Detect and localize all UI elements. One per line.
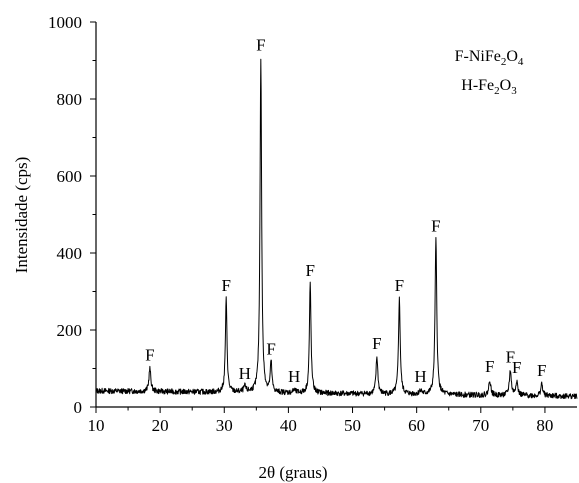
peak-label-f: F <box>431 217 440 236</box>
y-tick-label: 400 <box>57 244 83 263</box>
legend: F-NiFe2O4 H-Fe2O3 <box>455 48 524 97</box>
peak-label-f: F <box>221 276 230 295</box>
peak-label-h: H <box>239 364 251 383</box>
x-tick-label: 40 <box>280 416 297 435</box>
x-tick-label: 70 <box>472 416 489 435</box>
y-tick-label: 200 <box>57 321 83 340</box>
peak-label-f: F <box>256 36 265 55</box>
peak-label-f: F <box>145 346 154 365</box>
y-axis-label: Intensidade (cps) <box>12 157 31 274</box>
x-axis-label: 2θ (graus) <box>258 463 327 482</box>
peak-label-h: H <box>288 367 300 386</box>
peak-label-f: F <box>305 261 314 280</box>
peak-label-f: F <box>266 340 275 359</box>
x-tick-label: 20 <box>152 416 169 435</box>
legend-entry: H-Fe2O3 <box>461 77 517 97</box>
peak-label-f: F <box>537 361 546 380</box>
y-tick-label: 800 <box>57 90 83 109</box>
y-tick-label: 0 <box>74 398 83 417</box>
legend-entry: F-NiFe2O4 <box>455 48 524 68</box>
x-tick-label: 80 <box>536 416 553 435</box>
peak-label-f: F <box>395 276 404 295</box>
y-tick-label: 1000 <box>48 13 82 32</box>
peak-label-f: F <box>512 358 521 377</box>
x-tick-label: 10 <box>88 416 105 435</box>
x-tick-label: 50 <box>344 416 361 435</box>
peak-label-f: F <box>372 334 381 353</box>
peak-label-h: H <box>414 367 426 386</box>
x-tick-label: 60 <box>408 416 425 435</box>
peak-label-f: F <box>506 347 515 366</box>
peak-label-f: F <box>485 357 494 376</box>
y-tick-label: 600 <box>57 167 83 186</box>
x-tick-label: 30 <box>216 416 233 435</box>
tick-marks <box>90 21 546 413</box>
diffraction-pattern-line <box>95 58 578 400</box>
